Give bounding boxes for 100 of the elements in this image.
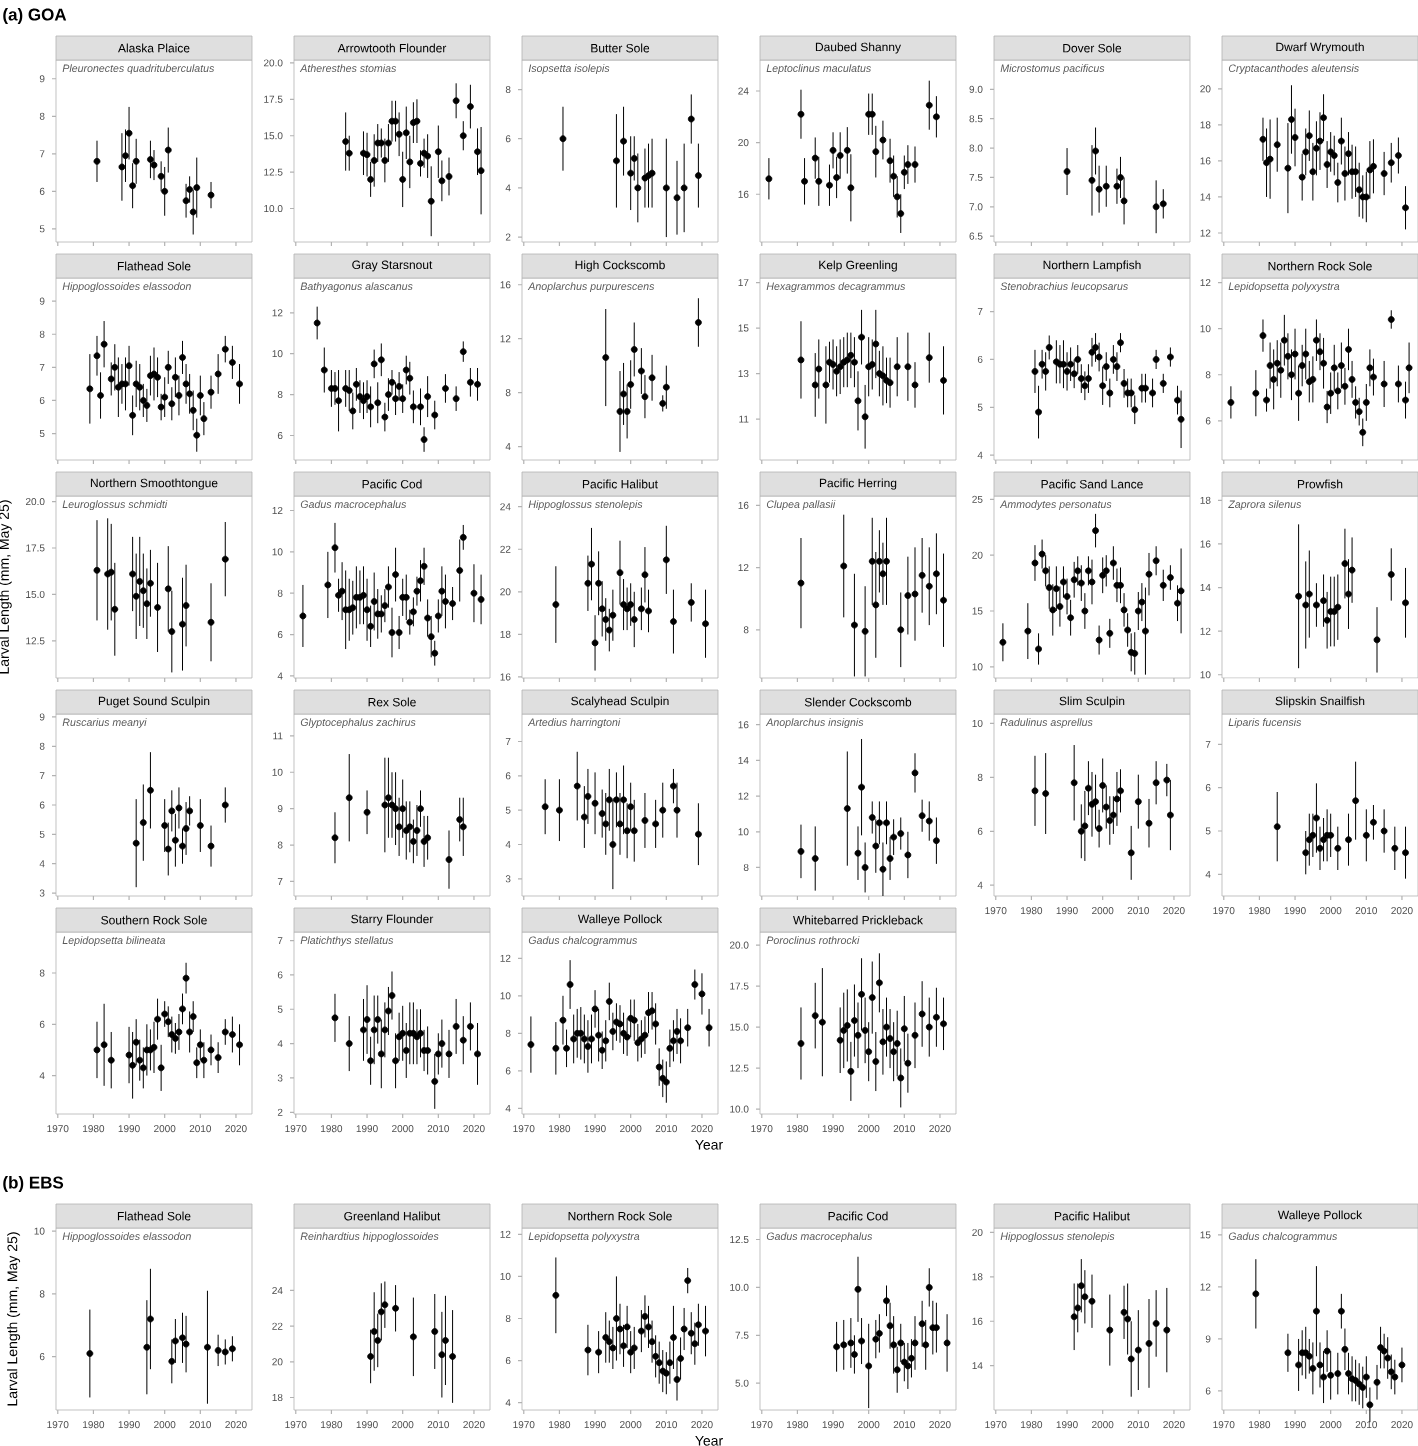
point — [1149, 389, 1156, 397]
point — [143, 1343, 151, 1351]
point — [897, 830, 905, 837]
point — [890, 833, 898, 841]
point — [702, 1327, 709, 1335]
point — [670, 1037, 677, 1045]
point — [797, 1040, 805, 1047]
point — [797, 110, 805, 118]
point — [93, 1046, 101, 1054]
point — [705, 1024, 713, 1032]
point — [1134, 1346, 1142, 1354]
point — [417, 159, 424, 167]
point — [1316, 137, 1324, 145]
point — [872, 148, 880, 156]
point — [609, 1028, 617, 1035]
point — [360, 397, 367, 405]
point — [93, 566, 101, 574]
point — [324, 581, 332, 589]
point — [1063, 368, 1071, 375]
point — [388, 378, 396, 386]
point — [449, 600, 456, 607]
point — [1113, 182, 1121, 190]
point — [363, 1016, 371, 1023]
point — [865, 1048, 873, 1056]
point — [811, 855, 819, 862]
point — [875, 557, 883, 565]
point — [1288, 116, 1295, 123]
point — [409, 403, 417, 411]
point — [164, 845, 172, 853]
point — [1138, 598, 1146, 606]
point — [765, 175, 773, 183]
point — [1127, 849, 1135, 857]
point — [602, 616, 610, 623]
point — [904, 1059, 912, 1067]
point — [623, 827, 631, 835]
point — [129, 411, 137, 419]
point — [1113, 363, 1121, 371]
point — [349, 407, 357, 415]
point — [875, 1329, 883, 1337]
point — [1327, 389, 1335, 397]
point — [1330, 152, 1338, 159]
point — [1366, 364, 1374, 372]
point — [932, 837, 940, 845]
point — [388, 629, 396, 636]
point — [897, 626, 905, 634]
point — [1152, 356, 1160, 363]
point — [125, 1051, 133, 1059]
point — [381, 602, 389, 610]
point — [452, 97, 460, 105]
point — [1227, 399, 1235, 406]
point — [388, 992, 396, 999]
point — [385, 1007, 392, 1015]
point — [438, 1351, 446, 1359]
point — [395, 130, 403, 138]
point — [456, 567, 464, 574]
point — [1252, 1290, 1260, 1298]
point — [370, 157, 378, 164]
point — [221, 801, 229, 809]
point — [1327, 1371, 1335, 1379]
point — [620, 137, 627, 145]
point — [822, 381, 830, 389]
point — [1113, 795, 1121, 803]
point — [897, 210, 905, 218]
point — [1152, 779, 1160, 787]
point — [175, 804, 183, 812]
point — [1305, 1352, 1313, 1360]
point — [1074, 1304, 1082, 1312]
point — [932, 570, 940, 578]
point — [591, 799, 599, 807]
point — [1380, 170, 1388, 177]
point — [129, 570, 137, 578]
point — [883, 819, 890, 827]
point — [840, 1341, 848, 1349]
point — [580, 1035, 588, 1043]
point — [161, 393, 169, 401]
point — [154, 373, 161, 381]
point — [1373, 636, 1381, 644]
point — [645, 607, 652, 615]
point — [221, 1028, 229, 1036]
point — [182, 197, 190, 205]
point — [1387, 316, 1395, 323]
point — [385, 139, 392, 147]
point — [691, 1340, 699, 1348]
point — [563, 1044, 570, 1052]
point — [147, 1315, 154, 1323]
point — [139, 819, 147, 827]
point — [207, 388, 215, 396]
point — [139, 1064, 147, 1072]
point — [367, 1057, 375, 1065]
point — [670, 618, 677, 625]
point — [179, 354, 186, 361]
point — [868, 814, 876, 821]
point — [605, 626, 613, 634]
point — [168, 400, 176, 408]
point — [673, 194, 681, 202]
point — [125, 129, 133, 137]
point — [1320, 359, 1327, 367]
point — [1134, 607, 1142, 615]
point — [1077, 579, 1085, 587]
point — [1070, 370, 1078, 378]
